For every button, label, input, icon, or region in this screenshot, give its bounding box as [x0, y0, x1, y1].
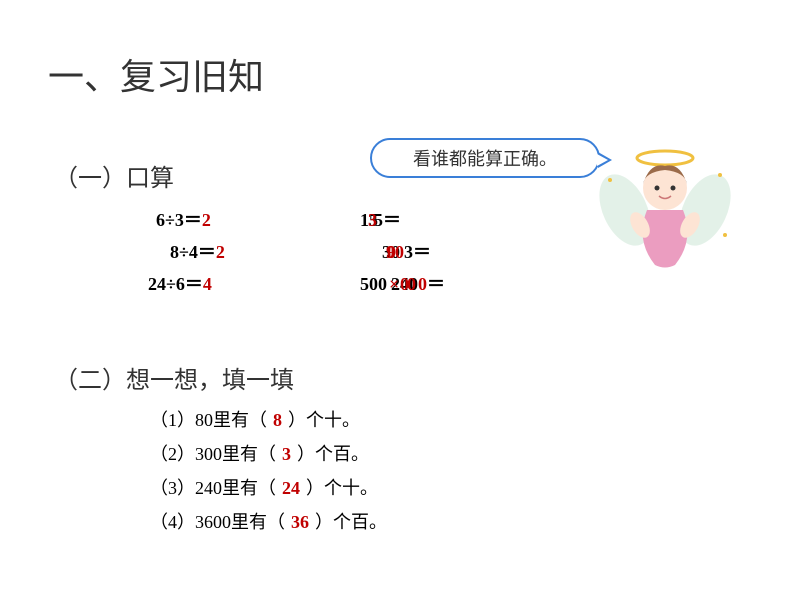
- bubble-text: 看谁都能算正确。: [413, 145, 557, 171]
- calc-3a: 24÷6＝4: [148, 270, 212, 296]
- fill-2: （2）300里有（3）个百。: [150, 440, 369, 466]
- calc-1b: 155＝3: [360, 206, 401, 232]
- fill-1: （1）80里有（8）个十。: [150, 406, 360, 432]
- page-title: 一、复习旧知: [48, 48, 264, 100]
- calc-3b: 500×204000＝: [360, 270, 445, 296]
- section1-heading: （一）口算: [54, 158, 174, 193]
- calc-2a: 8÷4＝2: [170, 238, 225, 264]
- speech-bubble: 看谁都能算正确。: [370, 138, 600, 178]
- calc-1a: 6÷3＝2: [156, 206, 211, 232]
- fill-3: （3）240里有（24）个十。: [150, 474, 378, 500]
- calc-2b: 3003＝90: [382, 238, 431, 264]
- section2-heading: （二）想一想，填一填: [54, 360, 294, 395]
- fairy-illustration: [595, 140, 745, 290]
- fill-4: （4）3600里有（36）个百。: [150, 508, 387, 534]
